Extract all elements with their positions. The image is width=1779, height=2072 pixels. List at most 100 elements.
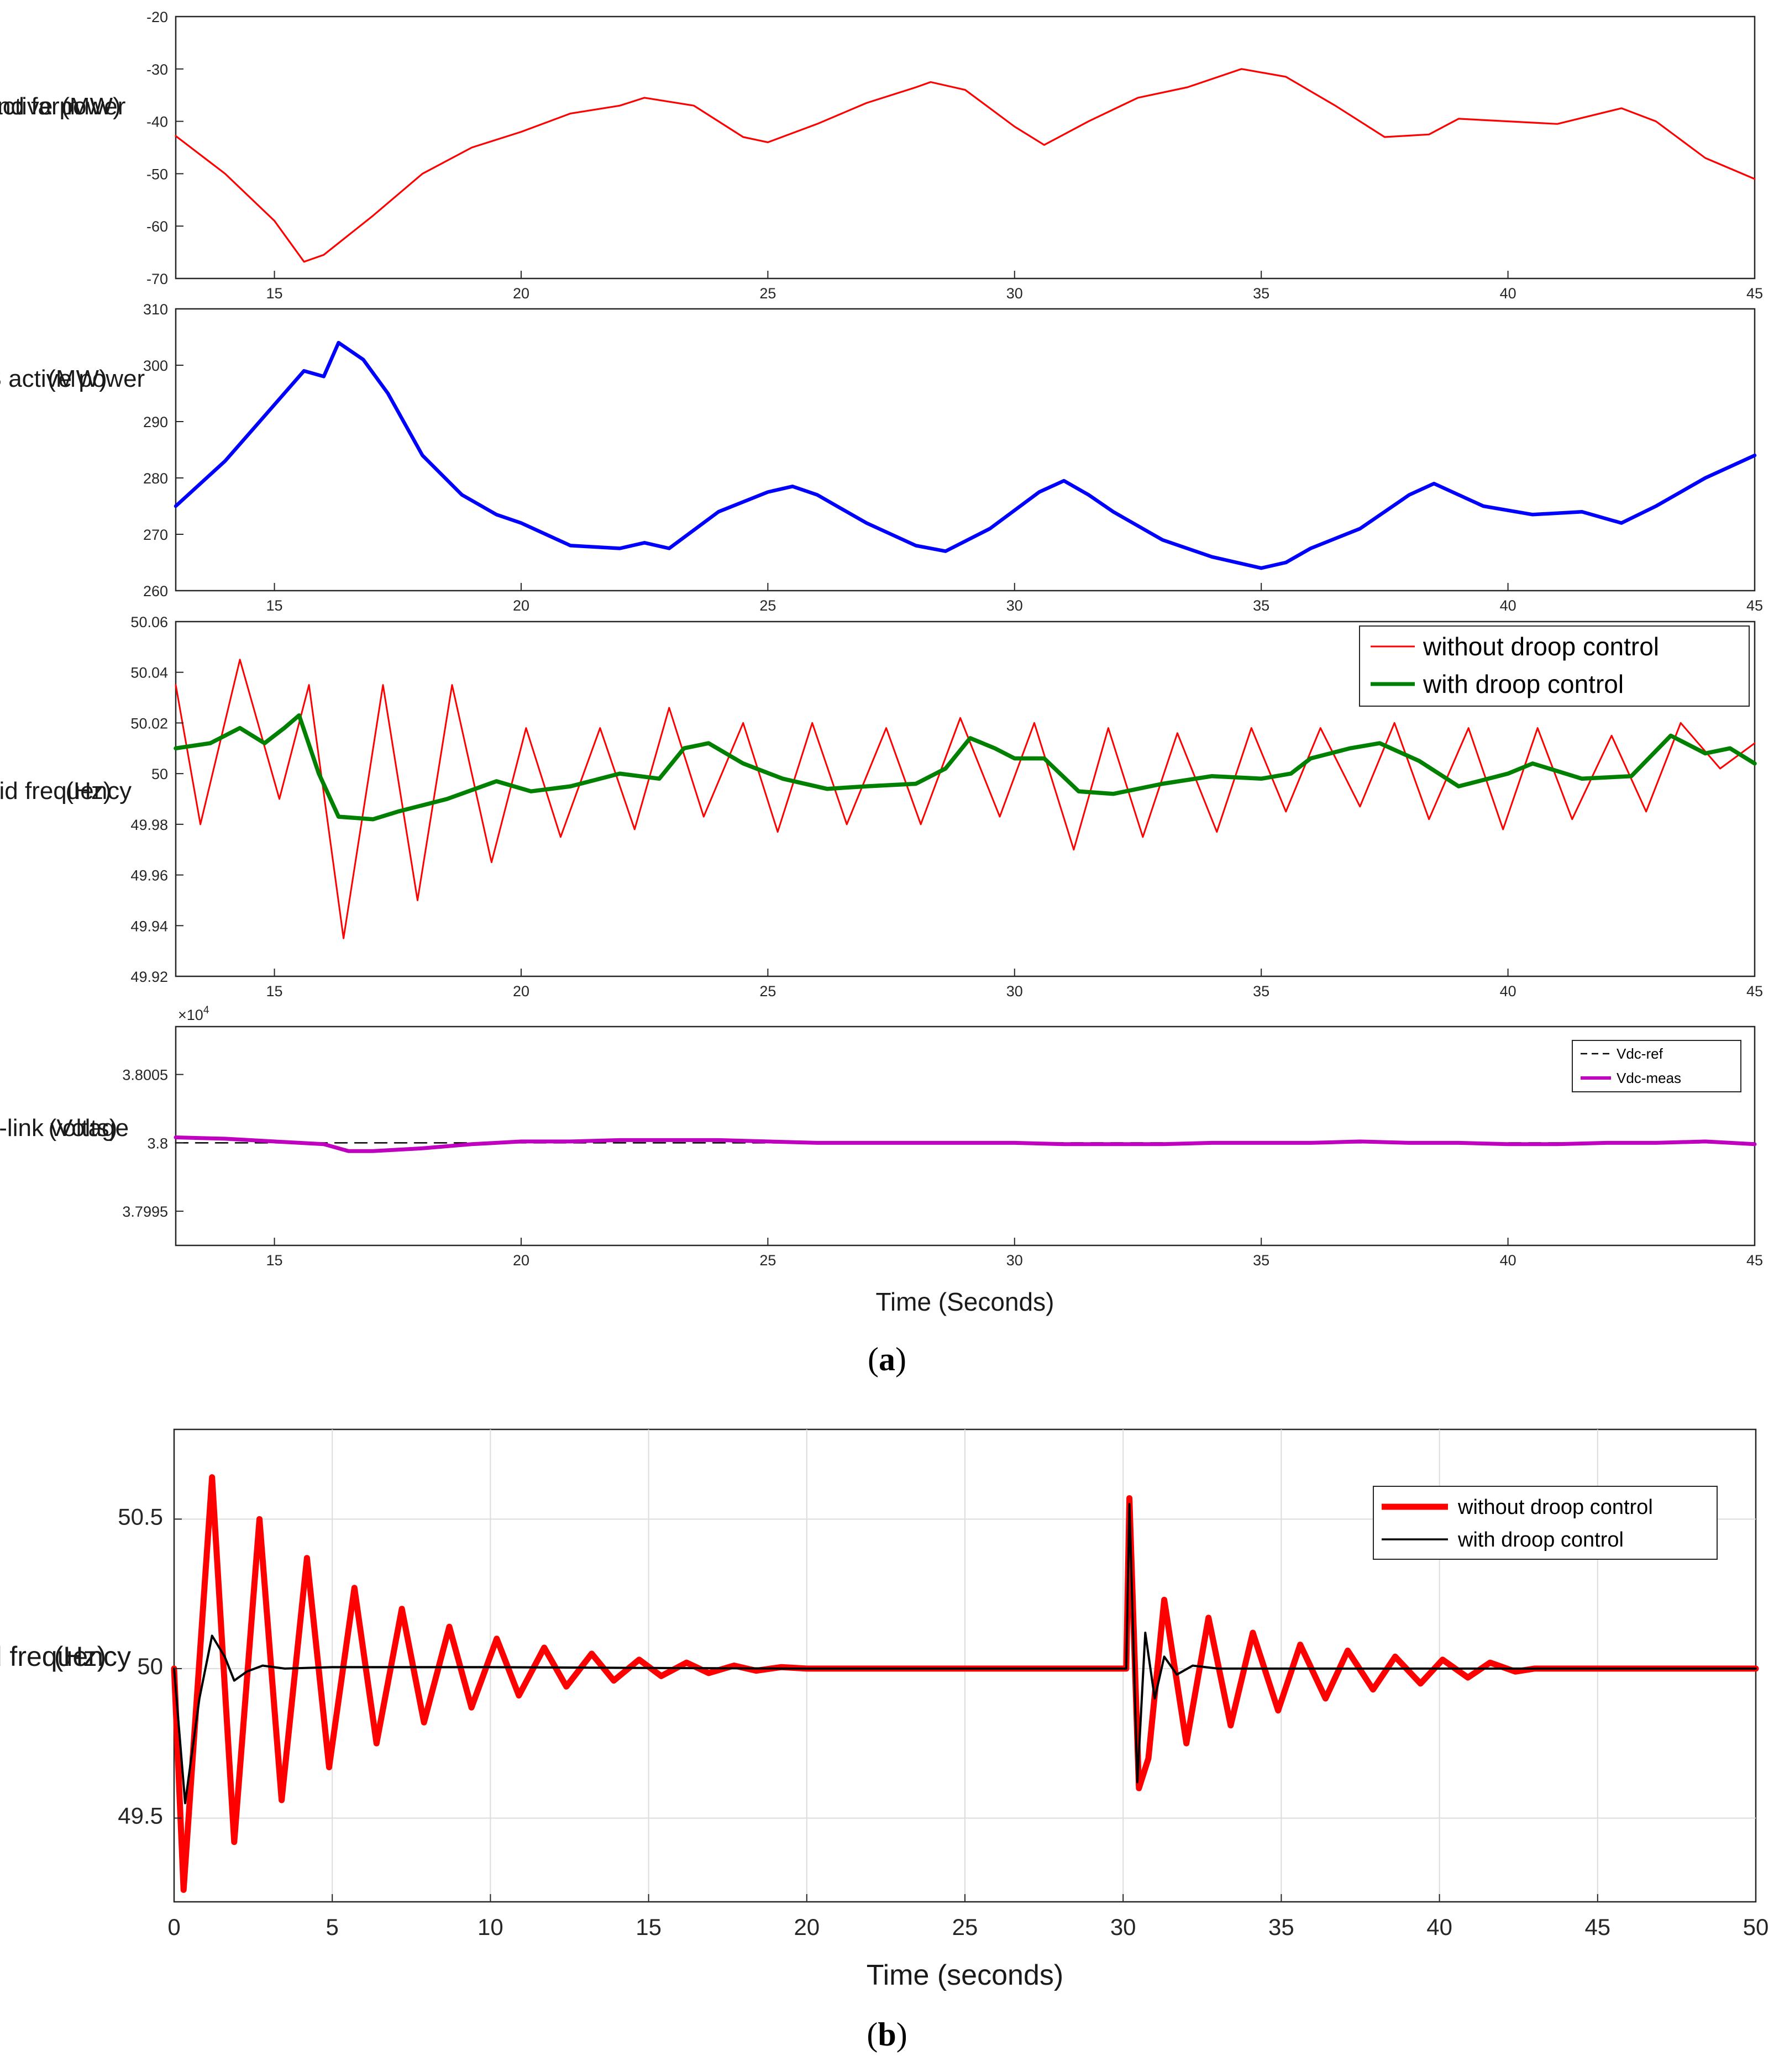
y-axis-label-line-3: (MW) — [61, 93, 121, 120]
series-vdc-meas — [174, 1135, 1757, 1153]
x-tick-label-2: 25 — [759, 983, 776, 1000]
x-tick-label-0: 15 — [266, 285, 283, 302]
y-tick-label-3: -40 — [146, 114, 168, 130]
y-tick-label-6: 50.04 — [130, 665, 168, 681]
y-axis-label-line-1: Grid frequency — [0, 777, 132, 804]
x-tick-label-4: 35 — [1253, 983, 1269, 1000]
caption-a: (a) — [868, 1341, 906, 1377]
x-tick-label-6: 45 — [1746, 285, 1763, 302]
x-tick-label-8: 40 — [1426, 1914, 1452, 1940]
y-tick-label-0: 260 — [143, 583, 168, 599]
axes-box — [175, 308, 1756, 592]
x-tick-label-4: 35 — [1253, 597, 1269, 614]
y-tick-label-0: 49.92 — [130, 969, 168, 985]
x-tick-label-1: 20 — [513, 983, 529, 1000]
x-tick-label-1: 5 — [326, 1914, 339, 1940]
x-tick-label-4: 35 — [1253, 1252, 1269, 1269]
y-tick-label-7: 50.06 — [130, 614, 168, 630]
y-axis-label-line-1: Grid frequency — [0, 1641, 131, 1672]
x-tick-label-6: 30 — [1110, 1914, 1136, 1940]
x-tick-label-0: 0 — [167, 1914, 180, 1940]
x-tick-label-1: 20 — [513, 597, 529, 614]
y-axis-label: Grid frequency (Hz) — [0, 1641, 139, 1672]
x-axis-label: Time (seconds) — [867, 1959, 1063, 1991]
panel-wind-farm-power: 15 20 25 30 35 40 45 -70 -60 -50 -40 -30 -20 wind fa… — [0, 9, 1763, 302]
series-with-droop-control — [173, 1503, 1757, 1805]
y-tick-label-4: -30 — [146, 61, 168, 78]
x-tick-label-0: 15 — [266, 983, 283, 1000]
x-tick-label-3: 30 — [1006, 285, 1023, 302]
y-tick-label-1: 50 — [137, 1653, 163, 1679]
y-tick-label-2: 49.96 — [130, 867, 168, 884]
series-with-droop-control — [174, 713, 1757, 822]
x-tick-label-3: 30 — [1006, 597, 1023, 614]
tick-labels: 15 20 25 30 35 40 45 -70 -60 -50 -40 -30 -20 — [146, 9, 1763, 302]
y-axis-label-line-2: active power — [0, 93, 125, 120]
axes-box — [175, 1026, 1756, 1247]
y-axis-label: DC-link voltage (Volts) — [0, 1114, 135, 1142]
x-tick-label-2: 25 — [759, 1252, 776, 1269]
axis-exponent-base: ×10 — [178, 1007, 203, 1023]
panel-vsps-power: 15 20 25 30 35 40 45 260 270 280 290 300 310 VSPS ac… — [0, 301, 1763, 614]
x-tick-label-4: 35 — [1253, 285, 1269, 302]
y-axis-label-line-1: DC-link voltage — [0, 1114, 129, 1142]
series-without-droop-control — [175, 659, 1756, 939]
series-wind-farm-active-power — [175, 68, 1756, 263]
y-tick-label-3: 49.98 — [130, 817, 168, 833]
x-tick-label-7: 35 — [1268, 1914, 1294, 1940]
y-tick-label-4: 50 — [151, 766, 168, 782]
legend: without droop control with droop control — [1359, 625, 1750, 707]
x-tick-label-5: 25 — [952, 1914, 978, 1940]
y-tick-label-5: 310 — [143, 301, 168, 318]
y-tick-label-0: 3.7995 — [122, 1203, 168, 1220]
y-tick-label-1: 49.94 — [130, 918, 168, 934]
y-tick-label-2: 50.5 — [118, 1503, 163, 1529]
caption-a-letter: a — [879, 1341, 895, 1377]
x-tick-label-0: 15 — [266, 1252, 283, 1269]
legend: without droop control with droop control — [1373, 1486, 1718, 1560]
legend-label-with-droop: with droop control — [1423, 670, 1624, 698]
y-tick-label-1: 270 — [143, 527, 168, 543]
legend-box — [1373, 1486, 1718, 1560]
plot-area — [171, 1474, 1759, 1893]
x-tick-label-6: 45 — [1746, 983, 1763, 1000]
y-axis-label-line-1: VSPS active power — [0, 365, 145, 392]
tick-labels: 15 20 25 30 35 40 45 260 270 280 290 300 310 — [143, 301, 1763, 614]
x-tick-label-10: 50 — [1743, 1914, 1769, 1940]
axis-exponent-power: 4 — [203, 1005, 209, 1016]
axis-exponent: ×104 — [178, 1005, 209, 1023]
plot-area — [174, 659, 1757, 939]
legend-label-vdc-meas: Vdc-meas — [1617, 1070, 1681, 1086]
series-vsps-active-power — [174, 340, 1757, 570]
legend-label-without-droop: without droop control — [1457, 1496, 1653, 1519]
y-tick-label-2: 3.8005 — [122, 1067, 168, 1084]
legend-box — [1359, 625, 1750, 707]
y-tick-label-3: 290 — [143, 414, 168, 430]
y-axis-label: Grid frequency (Hz) — [0, 777, 138, 804]
plot-area — [174, 1135, 1757, 1153]
caption-b-letter: b — [878, 2016, 896, 2053]
y-tick-label-0: 49.5 — [118, 1802, 163, 1828]
x-tick-label-3: 30 — [1006, 983, 1023, 1000]
tick-labels: 15 20 25 30 35 40 45 3.7995 3.8 3.8005 — [122, 1067, 1763, 1269]
x-tick-label-2: 25 — [759, 597, 776, 614]
legend-label-without-droop: without droop control — [1423, 632, 1659, 661]
y-tick-label-5: 50.02 — [130, 715, 168, 732]
x-tick-label-2: 25 — [759, 285, 776, 302]
x-tick-label-0: 15 — [266, 597, 283, 614]
plot-area — [174, 340, 1757, 570]
x-tick-label-4: 20 — [794, 1914, 820, 1940]
y-tick-label-1: -60 — [146, 218, 168, 235]
x-tick-label-5: 40 — [1500, 983, 1516, 1000]
y-axis-label-line-1: wind farm — [0, 93, 80, 120]
y-axis-label-line-2: (Volts) — [49, 1114, 118, 1142]
legend: Vdc-ref Vdc-meas — [1572, 1040, 1741, 1092]
panel-grid-frequency-b: 0 5 10 15 20 25 30 35 40 45 50 49.5 50 50.5 Grid freq… — [0, 1428, 1769, 1991]
x-tick-label-1: 20 — [513, 1252, 529, 1269]
y-tick-label-1: 3.8 — [147, 1135, 168, 1151]
panel-grid-frequency-a: 15 20 25 30 35 40 45 49.92 49.94 49.96 49.98 50 50.0… — [0, 614, 1763, 1000]
y-tick-label-4: 300 — [143, 357, 168, 374]
x-tick-label-6: 45 — [1746, 597, 1763, 614]
x-tick-label-2: 10 — [477, 1914, 503, 1940]
x-tick-label-3: 15 — [636, 1914, 662, 1940]
